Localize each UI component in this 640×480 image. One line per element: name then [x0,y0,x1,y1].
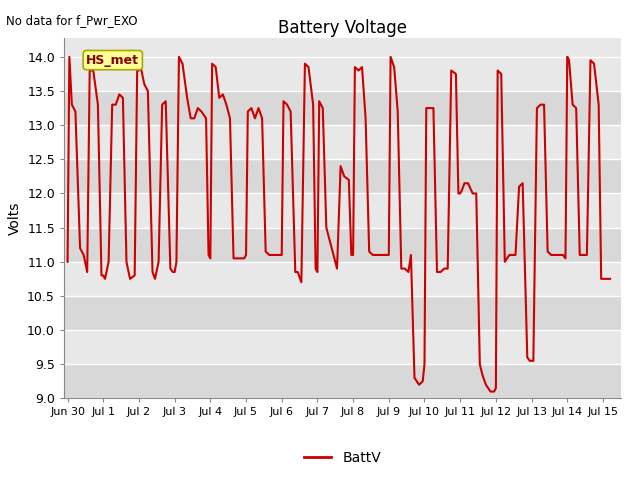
Bar [64,364,621,398]
Text: No data for f_Pwr_EXO: No data for f_Pwr_EXO [6,14,138,27]
Bar [64,228,621,262]
Y-axis label: Volts: Volts [8,202,22,235]
Legend: BattV: BattV [298,445,387,471]
Bar [64,159,621,193]
Bar [64,296,621,330]
Text: HS_met: HS_met [86,54,140,67]
Bar [64,91,621,125]
Title: Battery Voltage: Battery Voltage [278,19,407,37]
